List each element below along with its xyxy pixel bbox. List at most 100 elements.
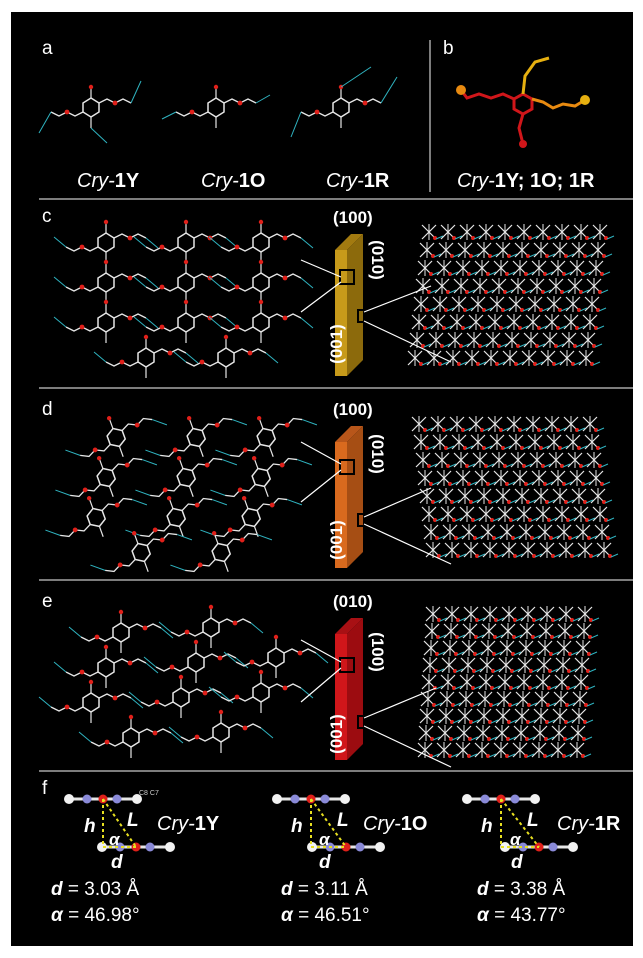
caption-prefix: Cry- bbox=[457, 170, 495, 192]
packing-unit bbox=[419, 487, 442, 505]
packing-unit bbox=[480, 639, 503, 657]
packing-unit bbox=[550, 469, 573, 487]
packing-unit bbox=[424, 622, 447, 640]
figure-frame: a b c d e f Cry-1Y Cry-1O Cry-1R Cry-1Y;… bbox=[11, 12, 633, 946]
packing-unit bbox=[438, 487, 461, 505]
packing-unit bbox=[586, 451, 609, 469]
packing-unit bbox=[508, 295, 531, 313]
packing-unit bbox=[491, 277, 514, 295]
packing-unit bbox=[573, 223, 596, 241]
packing-unit bbox=[571, 707, 594, 725]
packing-unit bbox=[517, 656, 540, 674]
packing-unit bbox=[554, 673, 577, 691]
geom-alpha-1y: α bbox=[109, 830, 120, 849]
packing-unit bbox=[478, 505, 501, 523]
packing-unit bbox=[570, 724, 593, 742]
packing-unit bbox=[563, 415, 586, 433]
stat-alpha-1r: α = 43.77° bbox=[477, 905, 566, 927]
packing-unit bbox=[561, 331, 584, 349]
packing-unit bbox=[491, 451, 514, 469]
stat-alpha-1y: α = 46.98° bbox=[51, 905, 140, 927]
caption-compound: 1R bbox=[363, 170, 390, 192]
packing-unit bbox=[536, 656, 559, 674]
packing-unit bbox=[470, 433, 493, 451]
packing-unit bbox=[489, 295, 512, 313]
caption-b-overlay: Cry-1Y; 1O; 1R bbox=[457, 170, 594, 193]
packing-unit bbox=[476, 241, 499, 259]
separator-c-d bbox=[39, 387, 633, 389]
panel-e-label: e bbox=[42, 591, 53, 612]
packing-unit bbox=[501, 605, 524, 623]
packing-unit bbox=[576, 622, 599, 640]
packing-unit bbox=[557, 622, 580, 640]
packing-unit bbox=[573, 673, 596, 691]
packing-unit bbox=[555, 656, 578, 674]
crystal-d bbox=[300, 426, 452, 568]
packing-unit bbox=[470, 295, 493, 313]
packing-unit bbox=[449, 415, 472, 433]
packing-unit bbox=[516, 673, 539, 691]
packing-unit bbox=[501, 541, 524, 559]
packing-unit bbox=[476, 487, 499, 505]
packing-unit bbox=[575, 639, 598, 657]
packing-unit bbox=[415, 277, 438, 295]
crystal-e bbox=[300, 618, 452, 768]
packing-unit bbox=[495, 487, 518, 505]
packing-unit bbox=[582, 313, 605, 331]
packing-unit bbox=[457, 487, 480, 505]
packing-unit bbox=[421, 673, 444, 691]
packing-unit bbox=[499, 639, 522, 657]
packing-unit bbox=[590, 241, 613, 259]
packing-unit bbox=[422, 656, 445, 674]
packing-unit bbox=[569, 741, 592, 759]
packing-unit bbox=[457, 241, 480, 259]
packing-unit bbox=[417, 741, 440, 759]
packing-unit bbox=[504, 331, 527, 349]
packing-unit bbox=[417, 469, 440, 487]
separator-ab-c bbox=[39, 198, 633, 200]
packing-unit bbox=[520, 605, 543, 623]
panel-b-label: b bbox=[443, 38, 454, 59]
molecule-1y bbox=[38, 80, 142, 144]
packing-unit bbox=[407, 349, 430, 367]
packing-unit bbox=[556, 639, 579, 657]
geom-h-1r: h bbox=[481, 816, 493, 837]
packing-unit bbox=[421, 505, 444, 523]
packing-unit bbox=[496, 690, 519, 708]
packing-unit bbox=[438, 241, 461, 259]
packing-unit bbox=[558, 541, 581, 559]
geom-h-1o: h bbox=[291, 816, 303, 837]
packing-unit bbox=[413, 295, 436, 313]
stat-d-1r: d = 3.38 Å bbox=[477, 879, 565, 901]
packing-unit bbox=[440, 505, 463, 523]
packing-unit bbox=[523, 331, 546, 349]
face-label-e-top: (010) bbox=[333, 592, 373, 611]
packing-unit bbox=[592, 223, 615, 241]
packing-unit bbox=[481, 622, 504, 640]
packing-unit bbox=[489, 433, 512, 451]
packing-unit bbox=[512, 741, 535, 759]
d-symbol: d bbox=[51, 879, 63, 900]
packing-unit bbox=[421, 223, 444, 241]
alpha-symbol: α bbox=[477, 905, 489, 926]
packing-unit bbox=[432, 295, 455, 313]
face-label-d-side: (010) bbox=[367, 434, 387, 474]
packing-unit bbox=[455, 259, 478, 277]
packing-unit bbox=[495, 707, 518, 725]
alpha-value: = 46.98° bbox=[68, 905, 140, 926]
packing-unit bbox=[479, 656, 502, 674]
geometry-1o bbox=[270, 792, 387, 854]
packing-unit bbox=[482, 605, 505, 623]
packing-unit bbox=[436, 469, 459, 487]
packing-unit bbox=[443, 622, 466, 640]
packing-unit bbox=[506, 313, 529, 331]
geom-d-1o: d bbox=[319, 852, 331, 873]
packing-unit bbox=[588, 469, 611, 487]
caption-prefix: Cry- bbox=[363, 813, 401, 835]
packing-unit bbox=[411, 313, 434, 331]
caption-a-1y: Cry-1Y bbox=[77, 170, 139, 193]
packing-unit bbox=[487, 415, 510, 433]
caption-prefix: Cry- bbox=[557, 813, 595, 835]
packing-unit bbox=[510, 451, 533, 469]
packing-unit bbox=[428, 331, 451, 349]
